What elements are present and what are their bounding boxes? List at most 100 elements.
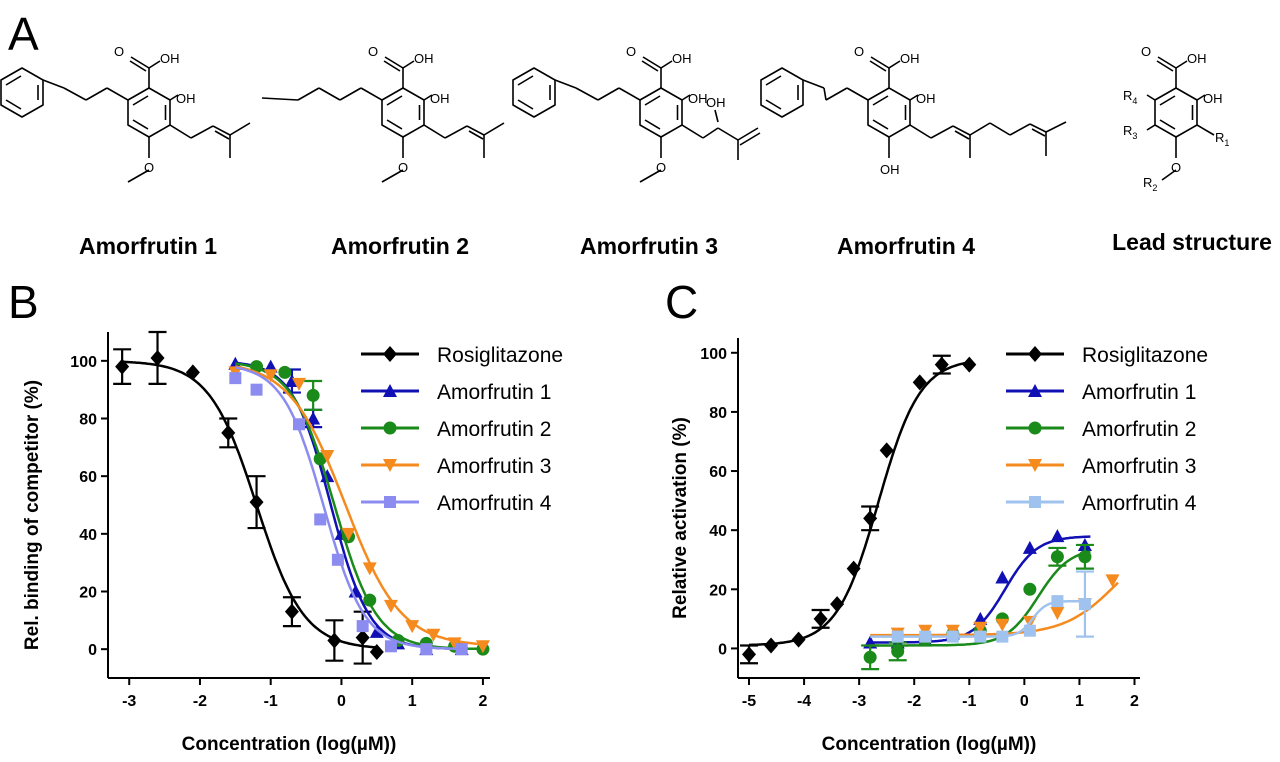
fit-curve	[235, 361, 462, 651]
data-point	[962, 356, 977, 373]
atom-label: O	[626, 44, 636, 59]
legend-marker	[383, 384, 397, 397]
atom-label-oh: OH	[176, 91, 196, 106]
x-axis-label: Concentration (log(µM))	[182, 734, 397, 755]
data-point	[341, 527, 356, 541]
fit-curve	[235, 365, 484, 646]
data-point	[455, 643, 468, 656]
data-point	[813, 610, 828, 627]
data-point	[249, 494, 264, 511]
atom-label: O	[114, 44, 124, 59]
atom-label-cooh: OH	[672, 51, 692, 66]
x-tick-label: -4	[797, 693, 811, 710]
atom-label-r1: R1	[1215, 130, 1229, 148]
x-tick-label: -3	[852, 693, 866, 710]
data-point	[263, 369, 278, 383]
atom-label: O	[398, 160, 408, 175]
data-point	[314, 513, 327, 526]
fit-curve	[870, 581, 1119, 637]
panel-letter-a: A	[8, 8, 39, 60]
fit-curve	[235, 366, 462, 651]
x-tick-label: -1	[264, 693, 278, 710]
data-point	[1050, 550, 1064, 564]
y-tick-label: 20	[79, 585, 97, 602]
data-point	[250, 383, 263, 396]
atom-label-oh: OH	[706, 95, 726, 110]
atom-label-cooh: OH	[1187, 51, 1207, 66]
atom-label-cooh: OH	[900, 51, 920, 66]
data-point	[320, 469, 335, 483]
atom-label: O	[854, 44, 864, 59]
data-point	[356, 620, 369, 633]
data-point	[891, 630, 904, 643]
legend-label: Amorfrutin 4	[437, 492, 552, 515]
atom-label: O	[1171, 160, 1181, 175]
legend-marker	[383, 346, 397, 362]
data-point	[934, 356, 949, 373]
data-point	[115, 358, 130, 375]
fit-curve	[870, 550, 1091, 647]
data-point	[919, 630, 932, 643]
data-point	[278, 365, 292, 379]
legend-entry: Amorfrutin 2	[1006, 418, 1196, 441]
structure-amorfrutin-1	[0, 56, 251, 183]
x-tick-label: 1	[408, 693, 417, 710]
atom-label-cooh: OH	[414, 51, 434, 66]
chart-b-binding: 0 20 40 60 80 100 -3 -2 -1 0 1 2 Concentration (log(…	[22, 330, 563, 755]
data-point	[996, 630, 1009, 643]
legend-label: Amorfrutin 3	[437, 455, 551, 478]
data-point	[405, 620, 420, 634]
data-point	[383, 599, 398, 613]
panel-letter-b: B	[8, 276, 39, 328]
legend-marker	[384, 496, 396, 508]
data-point	[284, 603, 299, 620]
legend-entry: Rosiglitazone	[1006, 344, 1208, 367]
structure-amorfrutin-2	[261, 56, 505, 183]
data-point	[742, 646, 757, 663]
data-point	[327, 632, 342, 649]
structure-amorfrutin-3	[512, 56, 761, 183]
compound-name-3: Amorfrutin 3	[580, 233, 718, 259]
legend-label: Amorfrutin 2	[1082, 418, 1196, 441]
atom-label-oh: OH	[916, 91, 936, 106]
atom-label-r4: R4	[1123, 88, 1137, 106]
data-point	[293, 418, 305, 431]
series-amorfrutin-1	[228, 356, 469, 656]
x-axis-label: Concentration (log(µM))	[822, 734, 1037, 755]
legend-marker	[1028, 384, 1042, 397]
y-tick-label: 80	[79, 412, 97, 429]
legend-entry: Amorfrutin 1	[361, 381, 551, 404]
series-amorfrutin-4	[229, 366, 468, 656]
data-point	[879, 442, 894, 459]
y-tick-label: 60	[709, 464, 727, 481]
x-tick-label: -3	[122, 693, 136, 710]
data-point	[355, 629, 370, 646]
data-point	[150, 349, 165, 366]
compound-name-4: Amorfrutin 4	[837, 233, 975, 259]
structure-amorfrutin-4	[760, 56, 1067, 158]
data-point	[830, 596, 845, 613]
x-tick-label: 0	[1020, 693, 1029, 710]
legend-label: Rosiglitazone	[1082, 344, 1208, 367]
x-tick-label: 0	[337, 693, 346, 710]
data-point	[764, 637, 779, 654]
legend-label: Amorfrutin 4	[1082, 492, 1197, 515]
y-tick-label: 60	[79, 469, 97, 486]
atom-label-oh: OH	[880, 162, 900, 177]
legend-entry: Amorfrutin 4	[1006, 492, 1197, 515]
y-axis-label: Relative activation (%)	[670, 417, 691, 619]
chart-c-activation: 0 20 40 60 80 100 -5 -4 -3 -2 -1 0 1 2 Concentration (…	[670, 338, 1208, 755]
data-point	[369, 624, 384, 638]
legend-entry: Amorfrutin 4	[361, 492, 552, 515]
series-amorfrutin-4	[870, 570, 1094, 643]
compound-name-2: Amorfrutin 2	[331, 233, 469, 259]
data-point	[306, 388, 320, 402]
data-point	[1051, 595, 1064, 608]
x-tick-label: -1	[962, 693, 976, 710]
data-point	[221, 424, 236, 441]
series-amorfrutin-3	[228, 365, 490, 654]
y-tick-label: 80	[709, 405, 727, 422]
structure-lead	[1146, 56, 1215, 181]
data-point	[974, 630, 987, 643]
